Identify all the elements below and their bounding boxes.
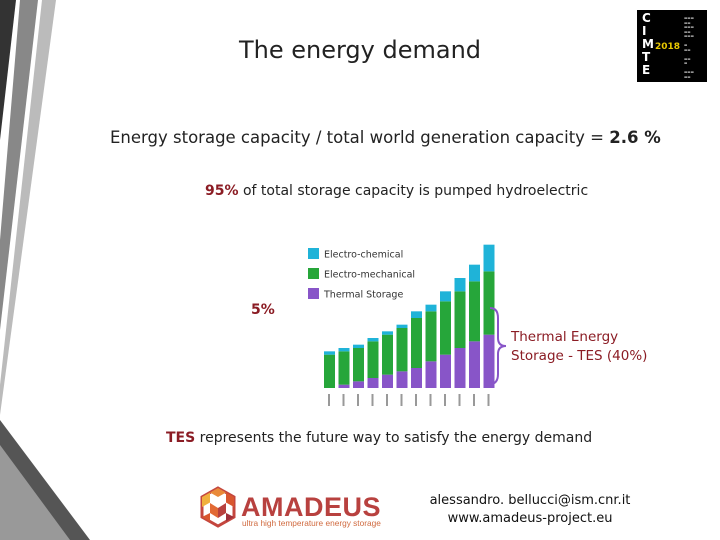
x-tick-mark [328, 394, 330, 406]
tes-future-text: TES represents the future way to satisfy… [166, 430, 592, 446]
bar-segment-electro-mechanical [469, 281, 480, 341]
legend-swatch [308, 248, 319, 259]
bar-segment-electro-chemical [426, 305, 437, 312]
bar-segment-electro-mechanical [455, 291, 466, 348]
amadeus-tagline: ultra high temperature energy storage [242, 518, 381, 528]
bar-segment-electro-mechanical [324, 355, 335, 388]
bar-segment-thermal-storage [469, 341, 480, 388]
bar-segment-thermal-storage [339, 385, 350, 388]
contact-website: www.amadeus-project.eu [420, 510, 640, 528]
bar-segment-electro-mechanical [368, 341, 379, 378]
bar-segment-electro-mechanical [426, 311, 437, 361]
bar-segment-electro-chemical [411, 311, 422, 318]
legend-label: Thermal Storage [323, 290, 403, 301]
bar-segment-electro-mechanical [440, 301, 451, 354]
contact-email: alessandro. bellucci@ism.cnr.it [420, 492, 640, 510]
pumped-hydro-text: 95% of total storage capacity is pumped … [205, 183, 588, 199]
bar-segment-electro-mechanical [339, 351, 350, 384]
logo-small-text: ▬▬▬ ▬▬ ▬▬▬ ▬▬ ▬▬▬ ▬ ▬▬ ▬▬ ▬ ▬▬▬ ▬▬ [684, 16, 704, 79]
bar-segment-thermal-storage [440, 355, 451, 388]
bar-segment-electro-chemical [455, 278, 466, 291]
x-tick-mark [343, 394, 345, 406]
bar-segment-electro-chemical [382, 331, 393, 334]
bar-segment-thermal-storage [382, 375, 393, 388]
tes-bold: TES [166, 430, 195, 446]
storage-ratio-text: Energy storage capacity / total world ge… [110, 128, 661, 147]
bar-segment-electro-mechanical [397, 328, 408, 371]
legend-label: Electro-chemical [324, 250, 403, 261]
bar-segment-electro-chemical [484, 245, 495, 272]
tes-label-line1: Thermal Energy [511, 328, 647, 347]
bar-segment-thermal-storage [455, 348, 466, 388]
x-tick-mark [473, 394, 475, 406]
chart-bars [324, 245, 495, 388]
legend-label: Electro-mechanical [324, 270, 415, 281]
legend-swatch [308, 288, 319, 299]
x-tick-mark [444, 394, 446, 406]
bar-segment-electro-mechanical [411, 318, 422, 368]
x-tick-mark [430, 394, 432, 406]
x-tick-mark [357, 394, 359, 406]
bar-segment-electro-chemical [440, 291, 451, 301]
bar-segment-thermal-storage [397, 371, 408, 388]
x-tick-mark [386, 394, 388, 406]
chart-x-tick-marks [328, 394, 490, 406]
bar-segment-electro-mechanical [382, 335, 393, 375]
x-tick-mark [459, 394, 461, 406]
cimtec-logo-letters: C I M T E [642, 12, 654, 77]
bar-segment-thermal-storage [411, 368, 422, 388]
chart-legend: Electro-chemical Electro-mechanical Therma… [308, 248, 415, 301]
bar-segment-electro-chemical [397, 325, 408, 328]
cimtec-logo: C I M T E 2018 ▬▬▬ ▬▬ ▬▬▬ ▬▬ ▬▬▬ ▬ ▬▬ ▬▬ ▬ ▬▬… [637, 10, 707, 82]
amadeus-logo-icon [198, 486, 238, 530]
logo-letter: E [642, 64, 654, 77]
bar-segment-thermal-storage [368, 378, 379, 388]
bar-segment-electro-chemical [469, 265, 480, 282]
tes-share-label: Thermal Energy Storage - TES (40%) [511, 328, 647, 366]
bar-segment-electro-chemical [368, 338, 379, 341]
pumped-label: of total storage capacity is pumped hydr… [243, 183, 588, 199]
storage-stacked-bar-chart: Electro-chemical Electro-mechanical Therma… [300, 232, 500, 414]
pumped-percent: 95% [205, 183, 239, 199]
bar-segment-electro-chemical [324, 351, 335, 354]
slide-title: The energy demand [0, 36, 720, 64]
x-tick-mark [415, 394, 417, 406]
bar-segment-electro-chemical [353, 345, 364, 348]
tes-label-line2: Storage - TES (40%) [511, 347, 647, 366]
ratio-label: Energy storage capacity / total world ge… [110, 128, 604, 147]
bar-segment-electro-chemical [339, 348, 350, 351]
x-tick-mark [372, 394, 374, 406]
legend-swatch [308, 268, 319, 279]
bar-segment-electro-mechanical [353, 348, 364, 381]
x-tick-mark [401, 394, 403, 406]
thermal-brace [488, 306, 508, 386]
five-percent-label: 5% [251, 302, 275, 318]
contact-info: alessandro. bellucci@ism.cnr.it www.amad… [420, 492, 640, 528]
ratio-value: 2.6 % [609, 128, 661, 147]
tes-future-label: represents the future way to satisfy the… [200, 430, 593, 446]
bar-segment-thermal-storage [353, 381, 364, 388]
bar-segment-thermal-storage [426, 361, 437, 388]
x-tick-mark [488, 394, 490, 406]
decor-bottom-wedge-light [0, 445, 70, 540]
logo-year: 2018 [655, 42, 680, 52]
